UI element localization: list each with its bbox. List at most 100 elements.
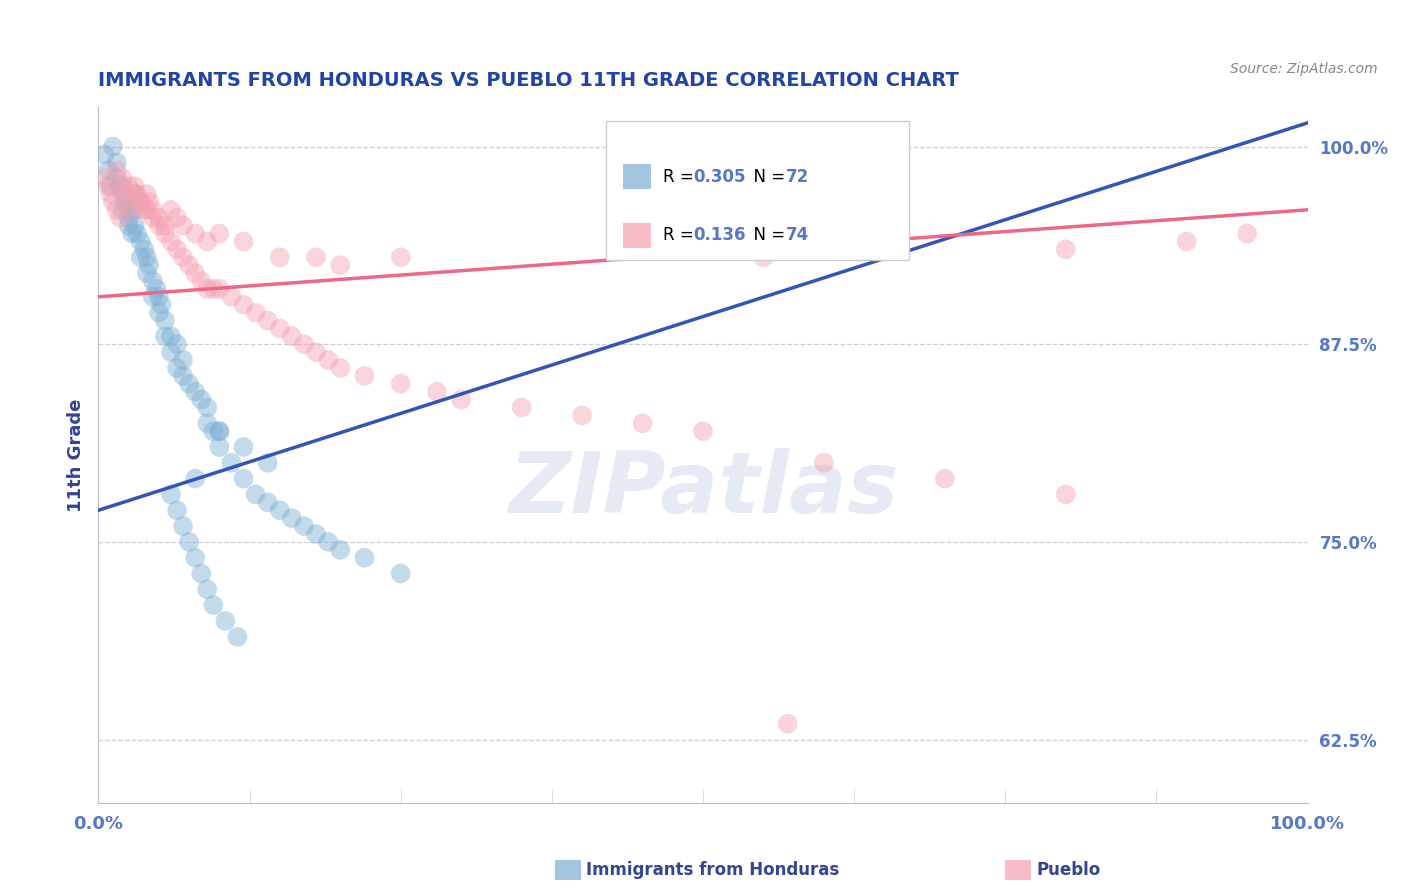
Point	[269, 321, 291, 335]
Point	[208, 424, 231, 438]
Text: ZIPatlas: ZIPatlas	[508, 448, 898, 532]
Point	[752, 250, 775, 264]
Point	[160, 235, 183, 249]
Point	[142, 290, 165, 304]
Point	[114, 186, 136, 201]
Point	[142, 211, 165, 225]
Point	[166, 503, 188, 517]
Point	[329, 360, 352, 375]
Point	[232, 472, 254, 486]
Point	[195, 401, 218, 415]
Point	[316, 353, 339, 368]
Point	[1175, 235, 1198, 249]
Point	[135, 186, 157, 201]
Text: 74: 74	[786, 226, 810, 244]
Text: N =: N =	[742, 168, 790, 186]
Point	[353, 550, 375, 565]
Point	[571, 409, 593, 423]
Text: IMMIGRANTS FROM HONDURAS VS PUEBLO 11TH GRADE CORRELATION CHART: IMMIGRANTS FROM HONDURAS VS PUEBLO 11TH …	[98, 71, 959, 90]
Point	[226, 630, 249, 644]
Point	[179, 258, 201, 272]
Point	[172, 219, 194, 233]
Point	[179, 376, 201, 391]
Point	[118, 179, 141, 194]
Point	[208, 282, 231, 296]
Point	[329, 258, 352, 272]
Text: 0.305: 0.305	[693, 168, 747, 186]
Point	[195, 582, 218, 597]
Point	[111, 202, 134, 217]
Point	[97, 179, 120, 194]
Point	[172, 368, 194, 383]
Point	[195, 417, 218, 431]
Point	[114, 194, 136, 209]
Text: R =: R =	[662, 226, 699, 244]
Point	[160, 329, 183, 343]
Point	[195, 235, 218, 249]
Point	[202, 598, 225, 612]
Point	[148, 219, 170, 233]
Text: N =: N =	[742, 226, 790, 244]
Point	[121, 227, 143, 241]
Point	[148, 305, 170, 319]
Point	[184, 384, 207, 399]
Point	[934, 472, 956, 486]
Point	[166, 211, 188, 225]
Point	[142, 202, 165, 217]
Point	[1236, 227, 1258, 241]
Point	[166, 243, 188, 257]
Point	[118, 219, 141, 233]
Point	[150, 298, 173, 312]
Point	[129, 194, 152, 209]
Point	[813, 456, 835, 470]
Point	[214, 614, 236, 628]
Point	[118, 211, 141, 225]
Point	[631, 417, 654, 431]
Point	[190, 274, 212, 288]
Point	[776, 716, 799, 731]
Point	[510, 401, 533, 415]
Point	[426, 384, 449, 399]
Point	[142, 274, 165, 288]
Point	[232, 440, 254, 454]
Point	[1054, 487, 1077, 501]
Point	[208, 424, 231, 438]
Point	[389, 376, 412, 391]
Point	[256, 495, 278, 509]
Point	[179, 534, 201, 549]
Text: Immigrants from Honduras: Immigrants from Honduras	[586, 861, 839, 879]
Point	[202, 282, 225, 296]
Point	[184, 266, 207, 280]
Point	[124, 186, 146, 201]
Point	[160, 345, 183, 359]
Point	[269, 503, 291, 517]
Point	[232, 298, 254, 312]
Text: 0.136: 0.136	[693, 226, 747, 244]
Point	[135, 202, 157, 217]
Point	[153, 313, 176, 327]
Point	[105, 202, 128, 217]
Point	[166, 360, 188, 375]
Point	[305, 250, 328, 264]
Point	[166, 337, 188, 351]
Point	[195, 282, 218, 296]
Point	[121, 202, 143, 217]
Point	[118, 202, 141, 217]
Point	[281, 329, 304, 343]
Point	[127, 186, 149, 201]
Point	[153, 219, 176, 233]
Point	[148, 290, 170, 304]
Point	[172, 250, 194, 264]
Point	[111, 179, 134, 194]
Point	[329, 542, 352, 557]
Point	[160, 487, 183, 501]
Text: 72: 72	[786, 168, 810, 186]
Y-axis label: 11th Grade: 11th Grade	[66, 398, 84, 512]
Point	[450, 392, 472, 407]
Point	[100, 179, 122, 194]
Point	[281, 511, 304, 525]
Point	[184, 472, 207, 486]
Point	[118, 194, 141, 209]
Point	[127, 227, 149, 241]
Point	[256, 313, 278, 327]
